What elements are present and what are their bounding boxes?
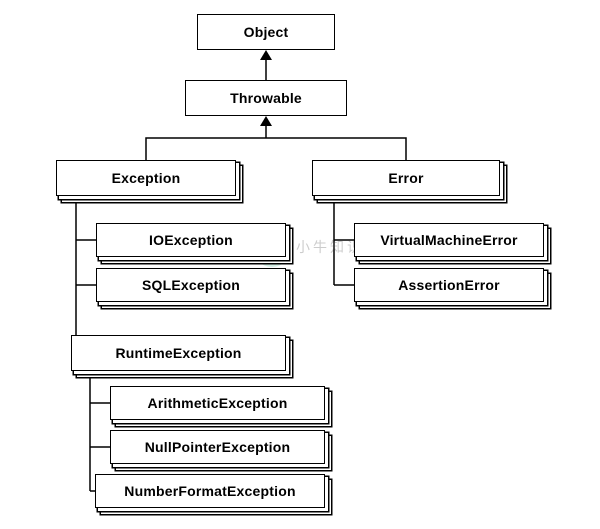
node-label: RuntimeException bbox=[115, 345, 241, 361]
node-vmerror: VirtualMachineError bbox=[354, 223, 544, 257]
node-arithmetic: ArithmeticException bbox=[110, 386, 325, 420]
node-error: Error bbox=[312, 160, 500, 196]
edge bbox=[266, 138, 406, 160]
node-label: AssertionError bbox=[398, 277, 500, 293]
node-exception: Exception bbox=[56, 160, 236, 196]
node-label: NumberFormatException bbox=[124, 483, 295, 499]
node-label: Exception bbox=[112, 170, 181, 186]
node-label: Object bbox=[244, 24, 289, 40]
node-ioexception: IOException bbox=[96, 223, 286, 257]
edge bbox=[146, 138, 266, 160]
node-assertionerror: AssertionError bbox=[354, 268, 544, 302]
node-label: IOException bbox=[149, 232, 233, 248]
node-nullpointer: NullPointerException bbox=[110, 430, 325, 464]
node-numberformat: NumberFormatException bbox=[95, 474, 325, 508]
node-throwable: Throwable bbox=[185, 80, 347, 116]
node-label: Throwable bbox=[230, 90, 302, 106]
node-label: ArithmeticException bbox=[148, 395, 288, 411]
node-label: NullPointerException bbox=[145, 439, 291, 455]
node-sqlexception: SQLException bbox=[96, 268, 286, 302]
arrowhead-icon bbox=[260, 50, 272, 60]
arrowhead-icon bbox=[260, 116, 272, 126]
node-label: VirtualMachineError bbox=[380, 232, 517, 248]
node-runtimeex: RuntimeException bbox=[71, 335, 286, 371]
node-object: Object bbox=[197, 14, 335, 50]
node-label: SQLException bbox=[142, 277, 240, 293]
node-label: Error bbox=[388, 170, 423, 186]
